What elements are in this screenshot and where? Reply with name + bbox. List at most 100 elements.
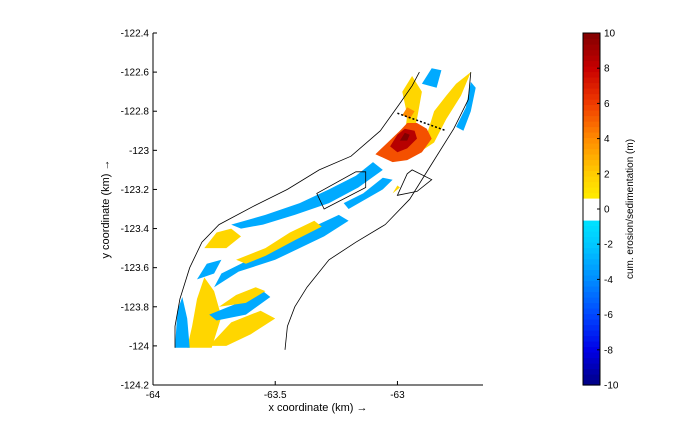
colorbar-swatch	[583, 236, 600, 243]
patch-11	[343, 177, 393, 209]
y-axis-ticks: -124.2 -124 -123.8 -123.6 -123.4 -123.2 -123 -1…	[121, 29, 157, 392]
y-tick-label: -123.8	[121, 302, 150, 313]
patch-6	[214, 214, 349, 288]
colorbar-swatch	[583, 93, 600, 100]
patch-14	[419, 72, 471, 153]
patch-19	[399, 132, 410, 141]
colorbar-swatch	[583, 357, 600, 364]
colorbar-swatch	[583, 159, 600, 166]
x-axis-label: x coordinate (km) →	[268, 402, 367, 414]
colorbar-swatches	[583, 33, 600, 386]
colorbar-swatch	[583, 363, 600, 370]
colorbar-swatch	[583, 198, 600, 205]
colorbar-swatch	[583, 346, 600, 353]
colorbar-swatch	[583, 49, 600, 56]
colorbar-swatch	[583, 297, 600, 304]
colorbar-tick-label: -10	[604, 381, 619, 392]
y-tick-label: -122.8	[121, 107, 150, 118]
patch-15	[421, 68, 442, 88]
x-tick-label: -64	[146, 390, 161, 401]
colorbar-swatch	[583, 231, 600, 238]
y-tick-label: -122.4	[121, 29, 150, 40]
colorbar-swatch	[583, 275, 600, 282]
right-bank-line	[284, 72, 472, 350]
x-tick-label: -63	[390, 390, 405, 401]
colorbar-swatch	[583, 104, 600, 111]
colorbar-swatch	[583, 148, 600, 155]
colorbar-ticks: 10 8 6 4 2 0 -2 -4 -6 -8 -10	[597, 29, 619, 392]
colorbar-swatch	[583, 121, 600, 128]
colorbar-tick-label: -8	[604, 345, 613, 356]
colorbar-swatch	[583, 368, 600, 375]
colorbar-swatch	[583, 352, 600, 359]
y-tick-label: -123.2	[121, 185, 150, 196]
y-tick-label: -123	[129, 146, 149, 157]
patch-9	[204, 228, 241, 249]
axes: -64 -63.5 -63 -124.2 -124 -123.8 -123.6 -123.4…	[121, 29, 483, 401]
colorbar-swatch	[583, 88, 600, 95]
colorbar-swatch	[583, 209, 600, 216]
x-tick-label: -63.5	[264, 390, 287, 401]
colorbar-swatch	[583, 192, 600, 199]
colorbar-swatch	[583, 77, 600, 84]
colorbar-tick-label: 8	[604, 64, 610, 75]
colorbar-swatch	[583, 324, 600, 331]
structure-outline-2	[396, 169, 433, 196]
colorbar-swatch	[583, 286, 600, 293]
colorbar-swatch	[583, 269, 600, 276]
colorbar-swatch	[583, 82, 600, 89]
colorbar-swatch	[583, 44, 600, 51]
erosion-sedimentation-patches	[175, 68, 476, 348]
left-bank-line	[174, 71, 420, 348]
structure-outline-1	[316, 171, 367, 210]
colorbar-swatch	[583, 220, 600, 227]
colorbar-swatch	[583, 132, 600, 139]
patch-8	[236, 220, 322, 264]
dashed-transect-line	[397, 112, 447, 132]
patch-16	[456, 81, 476, 131]
colorbar-swatch	[583, 341, 600, 348]
patch-1	[187, 277, 222, 348]
colorbar-swatch	[583, 308, 600, 315]
colorbar-swatch	[583, 374, 600, 381]
colorbar-tick-label: 4	[604, 134, 610, 145]
patch-10	[231, 162, 383, 229]
y-tick-label: -124	[129, 341, 149, 352]
colorbar-swatch	[583, 33, 600, 40]
colorbar-swatch	[583, 55, 600, 62]
colorbar-swatch	[583, 291, 600, 298]
colorbar-swatch	[583, 66, 600, 73]
colorbar-tick-label: 2	[604, 169, 610, 180]
colorbar-swatch	[583, 99, 600, 106]
colorbar-swatch	[583, 258, 600, 265]
colorbar-swatch	[583, 330, 600, 337]
colorbar-swatch	[583, 115, 600, 122]
colorbar-swatch	[583, 247, 600, 254]
colorbar-swatch	[583, 176, 600, 183]
colorbar-tick-label: 6	[604, 99, 610, 110]
y-tick-label: -124.2	[121, 381, 150, 392]
colorbar-swatch	[583, 280, 600, 287]
colorbar-tick-label: -6	[604, 310, 613, 321]
colorbar-tick-label: 10	[604, 29, 616, 40]
colorbar-swatch	[583, 313, 600, 320]
y-tick-label: -122.6	[121, 68, 150, 79]
colorbar-swatch	[583, 214, 600, 221]
colorbar-swatch	[583, 302, 600, 309]
colorbar-swatch	[583, 38, 600, 45]
x-axis-ticks: -64 -63.5 -63	[146, 381, 405, 401]
colorbar-swatch	[583, 181, 600, 188]
patch-12	[392, 185, 400, 194]
patch-5	[219, 287, 266, 307]
patch-7	[197, 259, 222, 280]
colorbar-swatch	[583, 71, 600, 78]
channel-banks	[174, 71, 472, 350]
colorbar-tick-label: -2	[604, 240, 613, 251]
colorbar-swatch	[583, 165, 600, 172]
colorbar-swatch	[583, 60, 600, 67]
colorbar-swatch	[583, 319, 600, 326]
y-tick-label: -123.6	[121, 263, 150, 274]
colorbar-swatch	[583, 225, 600, 232]
patch-4	[209, 291, 271, 321]
